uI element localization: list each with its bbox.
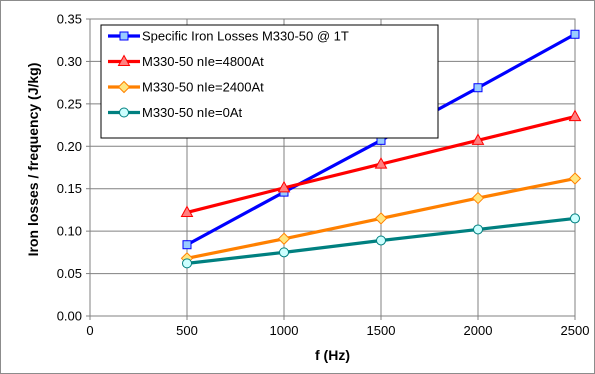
x-tick-label: 0 xyxy=(86,323,93,338)
square-marker xyxy=(473,83,483,93)
y-axis-ticks: 0.00 0.05 0.10 0.15 0.20 0.25 0.30 0.35 xyxy=(57,12,90,324)
triangle-marker xyxy=(277,180,291,193)
series-4 xyxy=(182,213,580,269)
series-3 xyxy=(180,172,582,265)
x-axis-ticks: 0 500 1000 1500 2000 2500 xyxy=(86,316,589,338)
diamond-marker xyxy=(568,172,582,185)
y-axis-title: Iron losses / frequency (J/kg) xyxy=(25,63,41,257)
series-layer xyxy=(180,29,582,269)
circle-marker xyxy=(376,235,386,246)
x-tick-label: 2500 xyxy=(561,323,590,338)
legend-item: M330-50 nIe=2400At xyxy=(108,80,264,95)
square-marker xyxy=(182,240,192,250)
circle-marker xyxy=(473,224,483,235)
diamond-marker xyxy=(471,191,485,205)
y-tick-label: 0.30 xyxy=(57,54,82,69)
legend-box xyxy=(100,24,439,139)
legend-label: M330-50 nIe=2400At xyxy=(142,80,264,95)
x-tick-label: 500 xyxy=(176,323,198,338)
triangle-marker xyxy=(180,205,194,217)
legend-item: M330-50 nIe=0At xyxy=(108,105,242,120)
triangle-marker xyxy=(374,157,388,169)
x-axis-title: f (Hz) xyxy=(315,347,350,363)
circle-marker xyxy=(119,107,129,118)
diamond-marker xyxy=(374,212,388,225)
y-tick-label: 0.00 xyxy=(57,309,82,324)
triangle-marker xyxy=(117,54,131,66)
legend: Specific Iron Losses M330-50 @ 1T M330-50… xyxy=(100,24,439,139)
triangle-marker xyxy=(471,133,485,145)
x-tick-label: 1500 xyxy=(367,323,396,338)
y-tick-label: 0.25 xyxy=(57,96,82,111)
square-marker xyxy=(570,29,580,39)
triangle-marker xyxy=(568,109,582,122)
legend-label: M330-50 nIe=0At xyxy=(142,105,242,120)
y-tick-label: 0.15 xyxy=(57,181,82,196)
y-tick-label: 0.35 xyxy=(57,12,82,27)
legend-label: M330-50 nIe=4800At xyxy=(142,54,264,69)
y-tick-label: 0.05 xyxy=(57,266,82,281)
legend-item: M330-50 nIe=4800At xyxy=(108,54,264,69)
circle-marker xyxy=(182,258,192,269)
diamond-marker xyxy=(277,232,291,245)
x-tick-label: 2000 xyxy=(464,323,493,338)
y-tick-label: 0.20 xyxy=(57,139,82,154)
diamond-marker xyxy=(117,80,131,94)
y-tick-label: 0.10 xyxy=(57,224,82,239)
x-tick-label: 1000 xyxy=(270,323,299,338)
circle-marker xyxy=(570,213,580,224)
circle-marker xyxy=(279,247,289,258)
plot-area xyxy=(89,18,576,317)
legend-item: Specific Iron Losses M330-50 @ 1T xyxy=(108,29,349,44)
series-2 xyxy=(180,109,582,217)
legend-label: Specific Iron Losses M330-50 @ 1T xyxy=(142,29,349,44)
square-marker xyxy=(119,31,129,41)
